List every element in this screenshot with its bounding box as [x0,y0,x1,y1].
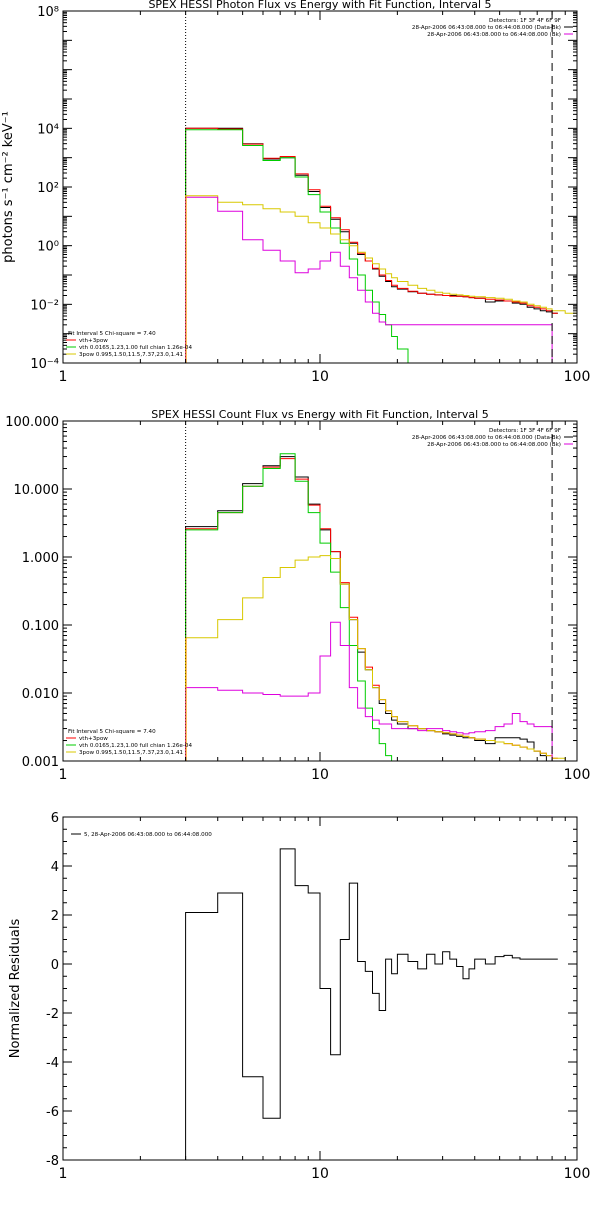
series-magenta-line [185,196,558,363]
series-green-line [185,453,404,761]
y-tick-label: -2 [46,1007,59,1022]
x-tick-label: 1 [59,1166,68,1182]
legend-top-right-text: 28-Apr-2006 06:43:08.000 to 06:44:08.000… [412,25,561,31]
legend-bottom-left-text: Fit Interval 5 Chi-square = 7.40 [68,331,156,337]
y-tick-label: 0.010 [22,687,59,702]
series-black-line [185,456,558,761]
plot-frame [62,10,578,364]
series-green-line [185,129,428,363]
y-tick-label: 0.001 [22,755,59,770]
x-tick-label: 1 [59,369,68,385]
legend-bottom-left-text: 3pow 0.995,1.50,11.5,7.37,23.0,1.41 [79,750,184,756]
x-tick-label: 10 [311,369,329,385]
series-group [185,127,577,363]
y-tick-label: 10² [37,181,59,196]
series-yellow-line [185,195,577,363]
series-yellow-line [185,555,577,761]
legend-bottom-left-text: Fit Interval 5 Chi-square = 7.40 [68,729,156,735]
legend-top-right-text: Detectors: 1F 3F 4F 6F 9F [489,18,561,24]
legend-top-right-text: 28-Apr-2006 06:43:08.000 to 06:44:08.000… [427,442,561,448]
legend-bottom-left-text: 3pow 0.995,1.50,11.5,7.37,23.0,1.41 [79,352,184,358]
y-tick-label: 1.000 [22,551,59,566]
chart-title: SPEX HESSI Count Flux vs Energy with Fit… [151,408,488,421]
legend-bottom-left-text: vth+3pow [79,736,108,742]
y-tick-label: 10⁰ [37,240,59,255]
y-tick-label: 10⁻⁴ [30,357,59,372]
chart-panel-2: SPEX HESSI Count Flux vs Energy with Fit… [5,408,590,783]
series-magenta-line [185,621,558,761]
x-tick-label: 10 [311,1166,329,1182]
legend-bottom-left-text: vth 0.0165,1.23,1.00 full chian 1.26e-04 [79,743,192,749]
legend-bottom-left-text: vth+3pow [79,338,108,344]
chart-panel-1: SPEX HESSI Photon Flux vs Energy with Fi… [1,0,590,385]
y-axis-label: photons s⁻¹ cm⁻² keV⁻¹ [1,111,16,263]
chart-title: SPEX HESSI Photon Flux vs Energy with Fi… [148,0,491,11]
y-tick-label: -6 [46,1105,59,1120]
y-tick-label: 10.000 [14,483,60,498]
x-tick-label: 1 [59,767,68,783]
y-tick-label: 100.000 [5,415,59,430]
y-tick-label: 2 [51,909,59,924]
legend-top-right-text: 28-Apr-2006 06:43:08.000 to 06:44:08.000… [412,435,561,441]
legend-top-left-text: 5, 28-Apr-2006 06:43:08.000 to 06:44:08.… [84,832,212,838]
chart-panel-3: Normalized Residuals 1 10 100 -8 -6 -4 -2 0 2 4 6 5,… [8,811,590,1182]
y-axis-label: Normalized Residuals [8,919,23,1059]
x-tick-label: 100 [564,369,591,385]
x-tick-label: 100 [564,1166,591,1182]
y-tick-label: 0.100 [22,619,59,634]
legend-top-right-text: Detectors: 1F 3F 4F 6F 9F [489,428,561,434]
y-tick-label: -4 [46,1056,59,1071]
series-group [185,848,558,1160]
y-tick-label: 4 [51,860,59,875]
plot-frame [62,420,578,762]
y-tick-label: 0 [51,958,59,973]
series-black-line [185,127,558,363]
series-group [185,453,577,761]
legend-bottom-left-text: vth 0.0165,1.23,1.00 full chian 1.26e-04 [79,345,192,351]
series-black-line [185,848,558,1160]
y-tick-label: 10⁻² [30,298,59,313]
y-tick-label: 6 [51,811,59,826]
y-tick-label: 10⁸ [37,5,59,20]
series-red-line [185,458,558,761]
x-tick-label: 100 [564,767,591,783]
x-tick-label: 10 [311,767,329,783]
y-tick-label: 10⁴ [37,122,59,137]
legend-top-right-text: 28-Apr-2006 06:43:08.000 to 06:44:08.000… [427,32,561,38]
series-red-line [185,127,558,363]
y-tick-label: -8 [46,1154,59,1169]
